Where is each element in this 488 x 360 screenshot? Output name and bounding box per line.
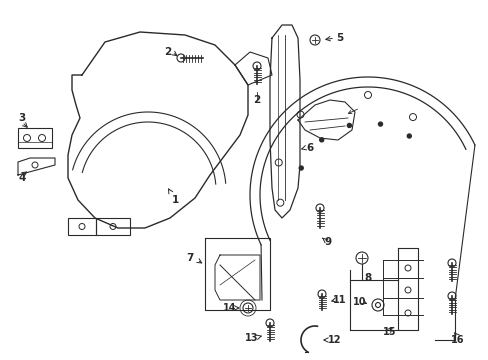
Circle shape	[407, 134, 410, 138]
Text: 4: 4	[18, 173, 26, 183]
Text: 14: 14	[223, 303, 236, 313]
Text: 10: 10	[352, 297, 366, 307]
Circle shape	[319, 138, 323, 142]
Text: 11: 11	[332, 295, 346, 305]
Text: 8: 8	[364, 273, 371, 283]
Text: 9: 9	[324, 237, 331, 247]
Text: 3: 3	[19, 113, 25, 123]
Text: 13: 13	[245, 333, 258, 343]
Text: 7: 7	[186, 253, 193, 263]
Circle shape	[346, 123, 351, 127]
Text: 5: 5	[336, 33, 343, 43]
Text: 1: 1	[168, 189, 178, 205]
Circle shape	[378, 122, 382, 126]
Circle shape	[299, 166, 303, 170]
Text: 2: 2	[164, 47, 171, 57]
Text: 2: 2	[253, 95, 260, 105]
Text: 12: 12	[327, 335, 341, 345]
Text: 15: 15	[383, 327, 396, 337]
Text: 16: 16	[450, 335, 464, 345]
Text: 6: 6	[306, 143, 313, 153]
